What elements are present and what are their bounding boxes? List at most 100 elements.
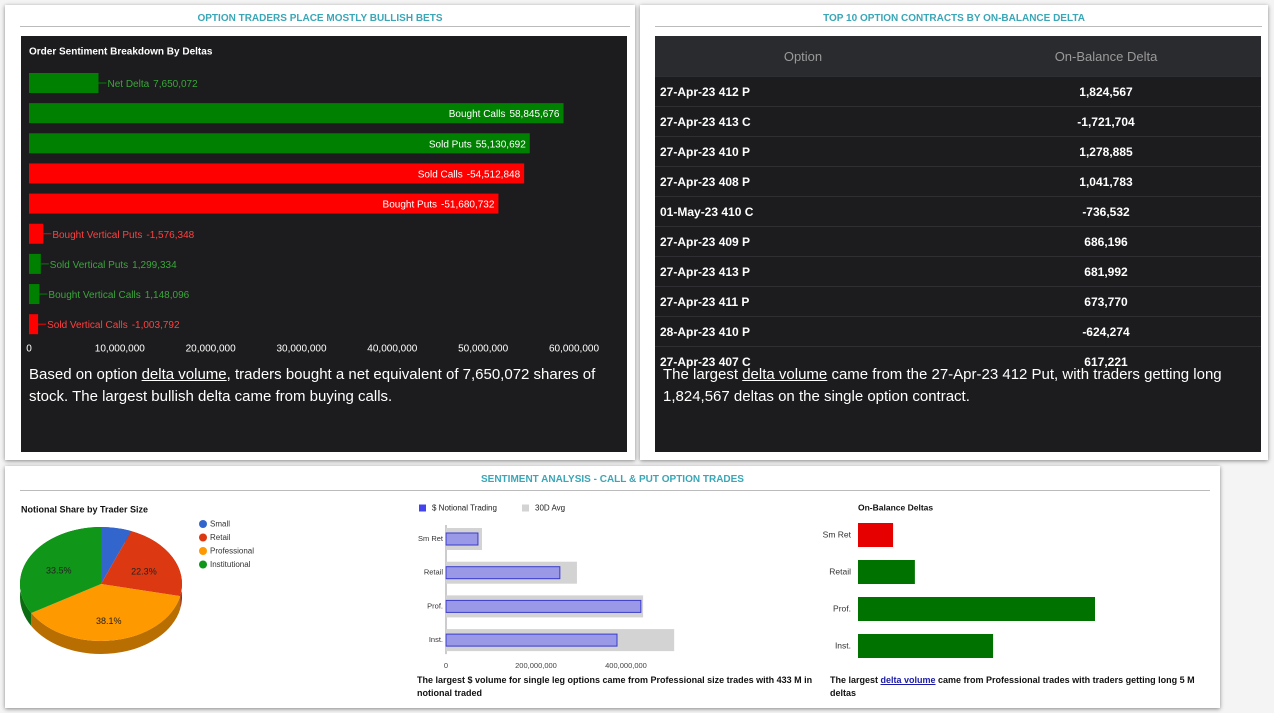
bar: [29, 133, 530, 154]
bar: [858, 634, 994, 658]
table-cell: 27-Apr-23 410 P: [655, 136, 951, 167]
panel: OPTION TRADERS PLACE MOSTLY BULLISH BETS: [5, 5, 635, 460]
data-label: 38.1%: [96, 616, 122, 626]
pie-side: [31, 596, 181, 655]
table-cell: 27-Apr-23 409 P: [655, 226, 951, 257]
table-row: 27-Apr-23 409 P 686,196: [655, 226, 1261, 257]
table-cell: 681,992: [951, 256, 1261, 287]
y-tick-label: Inst.: [835, 640, 851, 650]
y-tick-label: Sm Ret: [418, 534, 444, 543]
rule: [20, 26, 630, 27]
table-row: 27-Apr-23 413 P 681,992: [655, 256, 1261, 287]
x-tick-label: 10,000,000: [95, 344, 145, 355]
caption-text: The largest: [830, 675, 881, 685]
value-label: -54,512,848: [467, 169, 521, 180]
legend-label: Professional: [210, 547, 254, 556]
caption-text: The largest: [663, 366, 743, 383]
category-label: Net Delta: [107, 79, 149, 90]
y-tick-label: Inst.: [429, 635, 443, 644]
bar: [445, 566, 561, 580]
x-tick-label: 0: [444, 661, 448, 670]
x-tick-label: 400,000,000: [605, 661, 647, 670]
caption-text: came from the 27-Apr-23 412 Put, with tr…: [663, 366, 1222, 405]
data-label: 33.5%: [46, 565, 72, 575]
legend-swatch: [199, 533, 207, 542]
legend-swatch: [199, 520, 207, 528]
bar: [858, 523, 894, 547]
column-header: Option: [655, 36, 951, 77]
table-row: 27-Apr-23 408 P 1,041,783: [655, 166, 1261, 197]
column-header: On-Balance Delta: [951, 36, 1261, 77]
legend-label: Retail: [210, 533, 231, 542]
table-cell: 617,221: [951, 346, 1261, 376]
data-label: Bought Vertical Puts -1,576,348: [52, 229, 194, 240]
y-tick-label: Prof.: [427, 601, 443, 610]
bar: [29, 193, 499, 214]
link[interactable]: delta volume: [880, 675, 936, 685]
link[interactable]: delta volume: [742, 366, 828, 383]
table-cell: 1,041,783: [951, 166, 1261, 197]
pie-slice: [101, 527, 132, 584]
panel-title: TOP 10 OPTION CONTRACTS BY ON-BALANCE DE…: [823, 13, 1085, 24]
x-tick-label: 30,000,000: [276, 344, 326, 355]
table-row: 27-Apr-23 411 P 673,770: [655, 286, 1261, 317]
chart-title: On-Balance Deltas: [858, 502, 933, 512]
legend-swatch: [522, 504, 529, 512]
link[interactable]: delta volume: [141, 366, 227, 383]
data-label: Sold Calls -54,512,848: [418, 169, 521, 180]
panel-title: SENTIMENT ANALYSIS - CALL & PUT OPTION T…: [481, 474, 744, 485]
table-cell: 1,278,885: [951, 136, 1261, 167]
rule: [20, 490, 1210, 491]
x-tick-label: 0: [26, 344, 32, 355]
table-row: 28-Apr-23 410 P -624,274: [655, 316, 1261, 347]
caption-text: The largest $ volume for single leg opti…: [417, 675, 813, 698]
table-cell: -624,274: [951, 316, 1261, 347]
table-cell: -1,721,704: [951, 106, 1261, 137]
bar: [29, 223, 44, 244]
table-cell: 673,770: [951, 286, 1261, 317]
table-cell: 28-Apr-23 410 P: [655, 316, 951, 347]
value-label: -51,680,732: [441, 199, 495, 210]
y-tick-label: Sm Ret: [823, 529, 852, 539]
y-tick-label: Retail: [424, 568, 444, 577]
category-label: Bought Vertical Calls: [48, 290, 140, 301]
data-label: Sold Puts 55,130,692: [429, 139, 526, 150]
data-label: Net Delta 7,650,072: [107, 79, 198, 90]
table-cell: 686,196: [951, 226, 1261, 257]
value-label: 1,148,096: [145, 290, 190, 301]
x-tick-label: 200,000,000: [515, 661, 557, 670]
panel: SENTIMENT ANALYSIS - CALL & PUT OPTION T…: [5, 466, 1220, 708]
data-label: 22.3%: [131, 566, 157, 576]
table-cell: -736,532: [951, 196, 1261, 227]
table-cell: 27-Apr-23 408 P: [655, 166, 951, 197]
legend-swatch: [199, 560, 207, 569]
caption-text: Based on option: [29, 366, 142, 383]
data-label: Bought Calls 58,845,676: [449, 109, 560, 120]
table-row: 27-Apr-23 407 C 617,221: [655, 346, 1261, 376]
pie-slice: [31, 584, 181, 642]
legend-label: Small: [210, 520, 230, 529]
bar: [29, 284, 40, 305]
table-cell: 27-Apr-23 407 C: [655, 346, 951, 376]
value-label: 55,130,692: [476, 139, 526, 150]
x-tick-label: 60,000,000: [549, 344, 599, 355]
table-cell: 27-Apr-23 413 P: [655, 256, 951, 287]
table-cell: 27-Apr-23 411 P: [655, 286, 951, 317]
x-tick-label: 20,000,000: [186, 344, 236, 355]
bar: [445, 532, 479, 546]
y-tick-label: Prof.: [833, 603, 851, 613]
category-label: Sold Calls: [418, 169, 463, 180]
x-tick-label: 40,000,000: [367, 344, 417, 355]
category-label: Bought Calls: [449, 109, 506, 120]
value-label: 7,650,072: [153, 79, 198, 90]
category-label: Sold Puts: [429, 139, 472, 150]
value-label: 1,299,334: [132, 260, 177, 271]
legend-label: 30D Avg: [535, 504, 565, 513]
legend-swatch: [199, 547, 207, 555]
value-label: -1,576,348: [146, 229, 194, 240]
table-cell: 27-Apr-23 413 C: [655, 106, 951, 137]
table-cell: 27-Apr-23 412 P: [655, 76, 951, 107]
